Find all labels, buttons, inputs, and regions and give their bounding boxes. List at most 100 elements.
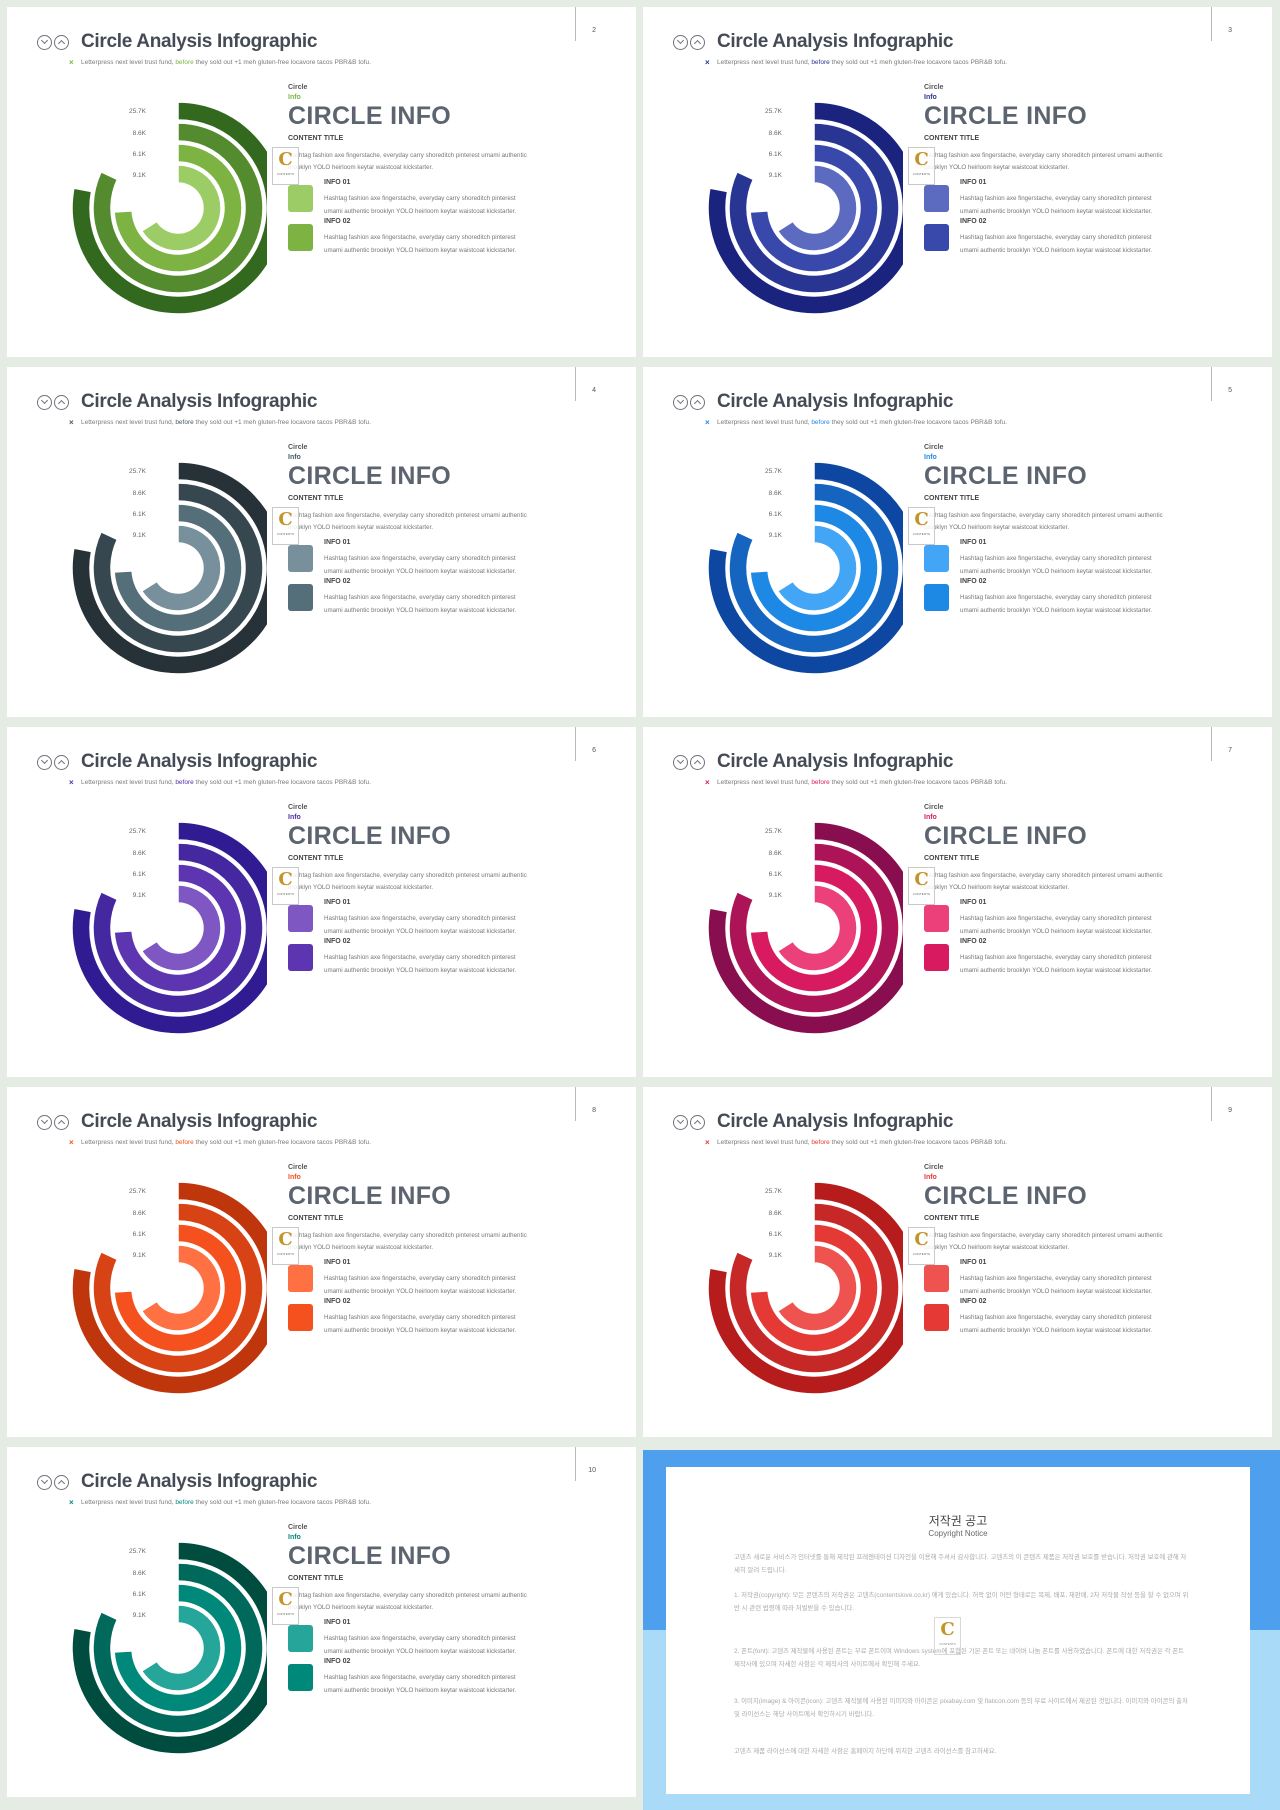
- radial-bar-chart: 25.7K 8.6K 6.1K 9.1K: [72, 821, 267, 1035]
- slide-title: Circle Analysis Infographic: [81, 1471, 318, 1492]
- circle-info-label: Circle Info: [288, 83, 307, 103]
- info-01-swatch: [288, 1625, 313, 1652]
- logo-letter: C: [940, 1619, 955, 1640]
- circle-info-label: Circle Info: [288, 443, 307, 463]
- chevron-up-icon[interactable]: [690, 755, 705, 770]
- info-01-label: INFO 01: [324, 539, 351, 546]
- label-line-2: Info: [288, 1534, 301, 1541]
- circle-info-heading: CIRCLE INFO: [288, 1542, 452, 1570]
- notice-logo: C CONTENTS: [934, 1617, 961, 1655]
- chart-ring-1: [708, 461, 903, 675]
- circle-info-label: Circle Info: [288, 803, 307, 823]
- info-02-text: Hashtag fashion axe fingerstache, everyd…: [324, 594, 517, 614]
- chart-ring-1: [708, 821, 903, 1035]
- radial-bar-chart: 25.7K 8.6K 6.1K 9.1K: [72, 1181, 267, 1395]
- watermark-logo: C CONTENTS: [272, 867, 299, 905]
- chevron-down-icon[interactable]: [673, 755, 688, 770]
- chart-ring-label: 6.1K: [769, 151, 783, 158]
- notice-paragraph: 고덴츠 새로운 서비스가 인터넷를 통해 제작된 프레젠테이션 디자인을 이용해…: [734, 1554, 1187, 1574]
- chart-ring-label: 9.1K: [769, 1252, 783, 1259]
- chart-ring-3: [113, 1583, 243, 1713]
- info-02-label: INFO 02: [960, 578, 987, 585]
- chevron-up-icon[interactable]: [690, 35, 705, 50]
- chevron-down-icon[interactable]: [37, 1475, 52, 1490]
- chart-ring-2: [728, 122, 900, 294]
- page-number: 4: [592, 387, 596, 394]
- chevron-up-icon[interactable]: [690, 395, 705, 410]
- chart-ring-label: 9.1K: [769, 532, 783, 539]
- label-line-2: Info: [288, 1174, 301, 1181]
- chevron-down-icon[interactable]: [37, 755, 52, 770]
- page-number: 2: [592, 27, 596, 34]
- chevron-up-icon[interactable]: [690, 1115, 705, 1130]
- watermark-logo: C CONTENTS: [272, 1587, 299, 1625]
- chevron-down-icon[interactable]: [37, 1115, 52, 1130]
- info-01-text: Hashtag fashion axe fingerstache, everyd…: [960, 1275, 1153, 1295]
- watermark-logo: C CONTENTS: [908, 147, 935, 185]
- subtitle-highlight: before: [175, 1499, 194, 1506]
- label-line-2: Info: [924, 94, 937, 101]
- radial-bar-chart: 25.7K 8.6K 6.1K 9.1K: [72, 1541, 267, 1755]
- chevron-up-icon[interactable]: [54, 35, 69, 50]
- content-title: CONTENT TITLE: [288, 1215, 344, 1222]
- info-02-swatch: [924, 224, 949, 251]
- chevron-up-icon[interactable]: [54, 755, 69, 770]
- content-description: Hashtag fashion axe fingerstache, everyd…: [288, 512, 527, 531]
- subtitle-text: Letterpress next level trust fund,: [81, 779, 176, 786]
- info-02-text: Hashtag fashion axe fingerstache, everyd…: [324, 1674, 517, 1694]
- slide-nav: [37, 1115, 69, 1130]
- chart-ring-2: [92, 122, 264, 294]
- page-tab-divider: [1211, 1087, 1212, 1121]
- info-02-label: INFO 02: [324, 938, 351, 945]
- notice-paragraph: 2. 폰트(font): 고덴츠 제작물에 사용된 폰트는 무료 폰트이며 Wi…: [734, 1648, 1185, 1668]
- logo-caption: CONTENTS: [912, 532, 931, 536]
- chevron-down-icon[interactable]: [673, 395, 688, 410]
- circle-info-heading: CIRCLE INFO: [924, 1182, 1088, 1210]
- circle-info-heading: CIRCLE INFO: [924, 822, 1088, 850]
- chevron-up-icon[interactable]: [54, 1475, 69, 1490]
- label-line-2: Info: [924, 814, 937, 821]
- chart-ring-2: [92, 842, 264, 1014]
- info-02-text: Hashtag fashion axe fingerstache, everyd…: [960, 234, 1153, 254]
- chart-ring-4: [776, 1244, 858, 1332]
- info-01-label: INFO 01: [324, 179, 351, 186]
- chart-ring-label: 9.1K: [133, 1612, 147, 1619]
- info-02-swatch: [288, 584, 313, 611]
- circle-info-label: Circle Info: [924, 443, 943, 463]
- subtitle-highlight: before: [175, 419, 194, 426]
- chevron-up-icon[interactable]: [54, 1115, 69, 1130]
- page-tab-divider: [575, 727, 576, 761]
- content-title: CONTENT TITLE: [288, 495, 344, 502]
- slide-subtitle: × Letterpress next level trust fund, befo…: [705, 418, 1007, 427]
- chart-ring-label: 8.6K: [133, 490, 147, 497]
- info-01-label: INFO 01: [324, 899, 351, 906]
- logo-letter: C: [278, 149, 293, 170]
- chart-ring-1: [708, 101, 903, 315]
- chart-ring-3: [749, 1223, 879, 1353]
- circle-info-label: Circle Info: [924, 1163, 943, 1183]
- chevron-up-icon[interactable]: [54, 395, 69, 410]
- slide-title: Circle Analysis Infographic: [717, 391, 954, 412]
- chevron-down-icon[interactable]: [673, 1115, 688, 1130]
- chevron-down-icon[interactable]: [673, 35, 688, 50]
- info-01-text: Hashtag fashion axe fingerstache, everyd…: [324, 195, 517, 215]
- chart-ring-label: 8.6K: [769, 490, 783, 497]
- slide-8: 8 Circle Analysis Infographic × Letterpress…: [7, 1087, 636, 1437]
- logo-caption: CONTENTS: [912, 172, 931, 176]
- slide-3: 3 Circle Analysis Infographic × Letterpress…: [643, 7, 1272, 357]
- chart-ring-2: [92, 482, 264, 654]
- chart-ring-label: 25.7K: [129, 108, 147, 115]
- label-line-2: Info: [924, 1174, 937, 1181]
- chevron-down-icon[interactable]: [37, 35, 52, 50]
- label-line-1: Circle: [288, 1164, 308, 1171]
- chevron-down-icon[interactable]: [37, 395, 52, 410]
- page-number: 10: [588, 1467, 596, 1474]
- notice-subtitle: Copyright Notice: [928, 1529, 988, 1538]
- slide-subtitle: × Letterpress next level trust fund, befo…: [69, 58, 371, 67]
- label-line-1: Circle: [288, 84, 308, 91]
- chart-ring-label: 25.7K: [765, 1188, 783, 1195]
- chart-ring-3: [749, 143, 879, 273]
- info-01-label: INFO 01: [960, 179, 987, 186]
- chart-ring-4: [140, 1244, 222, 1332]
- chart-ring-label: 25.7K: [129, 1548, 147, 1555]
